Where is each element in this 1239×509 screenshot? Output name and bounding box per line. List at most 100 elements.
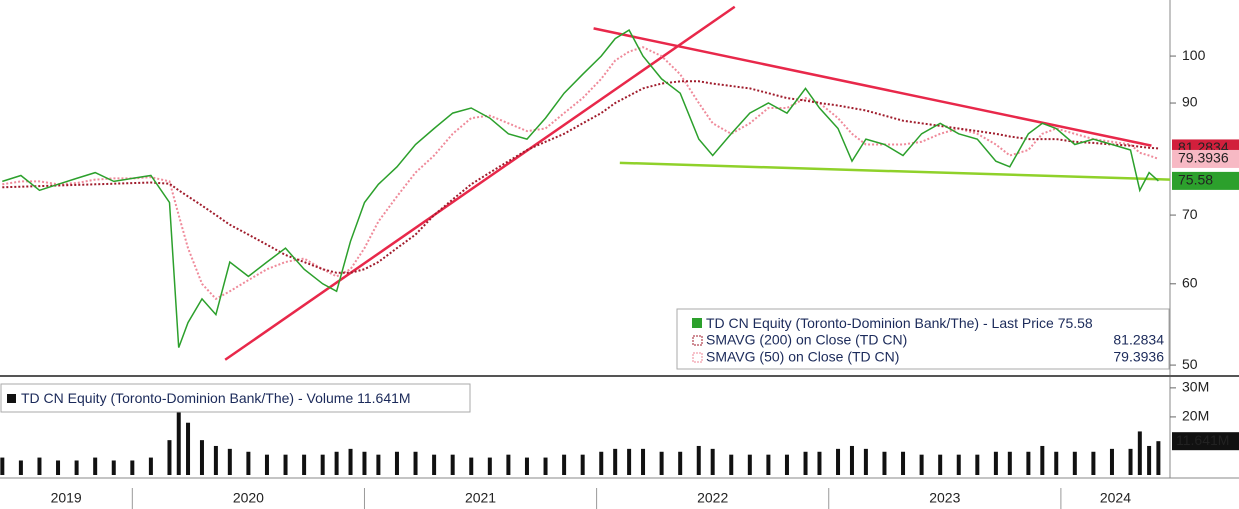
- volume-bar: [320, 454, 325, 475]
- volume-bar: [599, 451, 604, 475]
- volume-bar: [784, 454, 789, 475]
- last-value-box: [1172, 432, 1239, 451]
- volume-bar: [562, 454, 567, 475]
- volume-bar: [766, 454, 771, 475]
- series-line: [2, 29, 1159, 348]
- series-line: [2, 80, 1159, 274]
- legend-label: TD CN Equity (Toronto-Dominion Bank/The)…: [21, 390, 411, 406]
- y-tick-label: 90: [1182, 94, 1198, 110]
- volume-bar: [450, 454, 455, 475]
- volume-bar: [849, 445, 854, 475]
- volume-bar: [1137, 431, 1142, 475]
- volume-bar: [18, 460, 23, 475]
- last-value-label: 11.641M: [1176, 432, 1229, 448]
- volume-bar: [348, 448, 353, 475]
- volume-bar: [302, 454, 307, 475]
- volume-bar: [696, 445, 701, 475]
- volume-legend: TD CN Equity (Toronto-Dominion Bank/The)…: [0, 383, 471, 413]
- volume-bar: [938, 454, 943, 475]
- legend-label: TD CN Equity (Toronto-Dominion Bank/The)…: [706, 315, 1093, 331]
- legend-swatch: [7, 394, 16, 403]
- legend-value: 81.2834: [1113, 332, 1164, 348]
- volume-bar: [659, 451, 664, 475]
- volume-bar: [901, 451, 906, 475]
- y-tick-label: 70: [1182, 206, 1198, 222]
- volume-bar: [956, 454, 961, 475]
- volume-bar: [199, 440, 204, 475]
- volume-bar: [148, 457, 153, 475]
- volume-bar: [334, 451, 339, 475]
- volume-bar: [432, 454, 437, 475]
- volume-bar: [1040, 445, 1045, 475]
- volume-bar: [394, 451, 399, 475]
- series-line: [2, 46, 1159, 301]
- volume-bar: [613, 448, 618, 475]
- legend-box: [676, 308, 1170, 370]
- volume-bar: [1054, 451, 1059, 475]
- volume-bar: [487, 457, 492, 475]
- volume-bar: [678, 451, 683, 475]
- volume-bar: [246, 451, 251, 475]
- volume-bar: [1147, 445, 1152, 475]
- legend-swatch: [692, 335, 703, 346]
- volume-bar: [580, 454, 585, 475]
- volume-bar: [167, 440, 172, 475]
- volume-bar: [1007, 451, 1012, 475]
- volume-bar: [362, 451, 367, 475]
- volume-bar: [543, 457, 548, 475]
- y-tick-label: 20M: [1182, 408, 1209, 424]
- volume-bar: [803, 451, 808, 475]
- volume-bar: [227, 448, 232, 475]
- volume-bar: [975, 454, 980, 475]
- trendline: [619, 161, 1171, 181]
- volume-bar: [1128, 448, 1133, 475]
- last-value-box: [1172, 149, 1239, 168]
- volume-bar: [817, 451, 822, 475]
- volume-bar: [641, 448, 646, 475]
- legend: TD CN Equity (Toronto-Dominion Bank/The)…: [676, 308, 1170, 370]
- x-tick-label: 2023: [929, 490, 960, 506]
- x-tick-label: 2022: [697, 490, 728, 506]
- volume-bar: [264, 454, 269, 475]
- y-tick-label: 30M: [1182, 379, 1209, 395]
- volume-bar: [469, 457, 474, 475]
- volume-bar: [213, 445, 218, 475]
- volume-bar: [1072, 451, 1077, 475]
- plot: 50 60 70 90 100 30M 20M 2019 2020 2021 2022 2023 202…: [0, 5, 1239, 509]
- legend-box: [0, 383, 471, 413]
- volume-bar: [0, 457, 5, 475]
- volume-bar: [1156, 441, 1161, 475]
- last-value-box: [1172, 171, 1239, 190]
- trendline: [593, 27, 1152, 147]
- volume-bar: [747, 454, 752, 475]
- volume-bar: [111, 460, 116, 475]
- volume-bar: [882, 451, 887, 475]
- x-tick-label: 2024: [1100, 490, 1131, 506]
- volume-bar: [506, 454, 511, 475]
- y-tick-label: 50: [1182, 356, 1198, 372]
- volume-bar: [1109, 448, 1114, 475]
- volume-bar: [919, 454, 924, 475]
- volume-bar: [627, 448, 632, 475]
- legend-label: SMAVG (50) on Close (TD CN): [706, 349, 899, 365]
- legend-value: 79.3936: [1113, 349, 1164, 365]
- volume-bar: [993, 451, 998, 475]
- volume-bar: [376, 454, 381, 475]
- volume-bar: [413, 451, 418, 475]
- last-value-label: 75.58: [1178, 172, 1213, 188]
- legend-swatch: [692, 318, 702, 328]
- volume-bar: [74, 460, 79, 475]
- volume-bar: [283, 454, 288, 475]
- volume-bar: [186, 422, 191, 475]
- volume-bar: [130, 460, 135, 475]
- volume-bar: [93, 457, 98, 475]
- volume-bar: [524, 457, 529, 475]
- volume-bar: [863, 448, 868, 475]
- legend-swatch: [692, 352, 703, 363]
- last-value-label: 79.3936: [1178, 150, 1229, 166]
- volume-bar: [710, 448, 715, 475]
- y-tick-label: 60: [1182, 275, 1198, 291]
- volume-bar: [56, 460, 61, 475]
